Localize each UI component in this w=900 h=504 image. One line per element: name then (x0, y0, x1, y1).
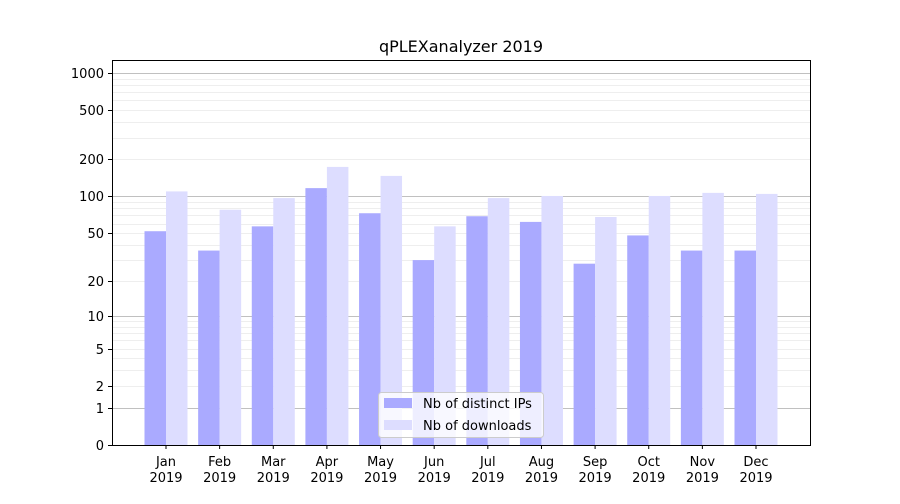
x-tick-label-month: May (367, 455, 394, 470)
x-tick-label-year: 2019 (525, 471, 558, 486)
y-tick-label: 5 (96, 343, 104, 358)
x-tick-label-year: 2019 (579, 471, 612, 486)
y-tick-label: 1000 (71, 67, 104, 82)
legend: Nb of distinct IPs Nb of downloads (378, 392, 544, 438)
chart-title: qPLEXanalyzer 2019 (379, 37, 543, 56)
x-tick-label-month: Jul (479, 455, 496, 470)
bar-distinct-ips (573, 263, 596, 445)
bar-distinct-ips (359, 213, 381, 445)
bar-distinct-ips (144, 231, 166, 445)
y-tick-label: 0 (96, 439, 104, 454)
bar-distinct-ips (627, 235, 649, 445)
bar-distinct-ips (198, 250, 220, 445)
x-tick-label-month: Nov (690, 455, 716, 470)
x-tick-label-year: 2019 (364, 471, 397, 486)
legend-box (378, 392, 544, 438)
y-tick-label: 50 (87, 227, 104, 242)
x-tick-label-month: Sep (583, 455, 608, 470)
legend-label-ips: Nb of distinct IPs (423, 397, 532, 412)
bar-distinct-ips (519, 221, 542, 445)
bar-downloads (380, 175, 403, 446)
x-tick-label-year: 2019 (739, 471, 772, 486)
x-tick-label-year: 2019 (632, 471, 665, 486)
legend-swatch-downloads (384, 420, 412, 430)
bar-distinct-ips (466, 216, 488, 445)
y-axis: 0 1 2 5 10 20 50 100 200 500 1000 (71, 67, 112, 454)
y-tick-label: 2 (96, 380, 104, 395)
x-tick-label-month: Aug (529, 455, 554, 470)
bar-downloads (487, 198, 510, 445)
bar-downloads (541, 195, 563, 445)
x-tick-label-year: 2019 (686, 471, 719, 486)
y-tick-label: 500 (79, 104, 104, 119)
bar-downloads (273, 198, 295, 445)
x-tick-label-year: 2019 (418, 471, 451, 486)
x-tick-label-month: Oct (637, 455, 659, 470)
bar-downloads (219, 209, 242, 445)
x-tick-label-year: 2019 (203, 471, 236, 486)
bar-distinct-ips (734, 250, 756, 445)
bar-downloads (595, 217, 617, 445)
x-tick-label-month: Feb (208, 455, 231, 470)
bar-downloads (166, 191, 188, 445)
legend-swatch-ips (384, 398, 412, 408)
bar-downloads (756, 193, 778, 445)
axes-frame (112, 60, 811, 446)
y-tick-label: 100 (79, 190, 104, 205)
bar-downloads (434, 226, 456, 445)
bar-downloads (326, 166, 349, 446)
bar-downloads (648, 195, 671, 445)
y-tick-label: 200 (79, 153, 104, 168)
x-tick-label-year: 2019 (310, 471, 343, 486)
x-tick-label-year: 2019 (149, 471, 182, 486)
bar-downloads (702, 192, 724, 445)
legend-label-downloads: Nb of downloads (423, 419, 532, 434)
bar-distinct-ips (251, 226, 274, 445)
bar-distinct-ips (680, 250, 703, 445)
bar-distinct-ips (305, 188, 327, 445)
x-tick-label-month: Dec (743, 455, 768, 470)
x-tick-label-month: Apr (316, 455, 339, 470)
y-tick-label: 20 (87, 275, 104, 290)
x-tick-label-month: Jan (155, 455, 176, 470)
y-tick-label: 10 (87, 310, 104, 325)
y-tick-label: 1 (96, 402, 104, 417)
x-tick-label-month: Mar (261, 455, 286, 470)
x-axis: Jan2019Feb2019Mar2019Apr2019May2019Jun20… (149, 445, 773, 486)
x-tick-label-month: Jun (423, 455, 444, 470)
x-tick-label-year: 2019 (257, 471, 290, 486)
x-tick-label-year: 2019 (471, 471, 504, 486)
